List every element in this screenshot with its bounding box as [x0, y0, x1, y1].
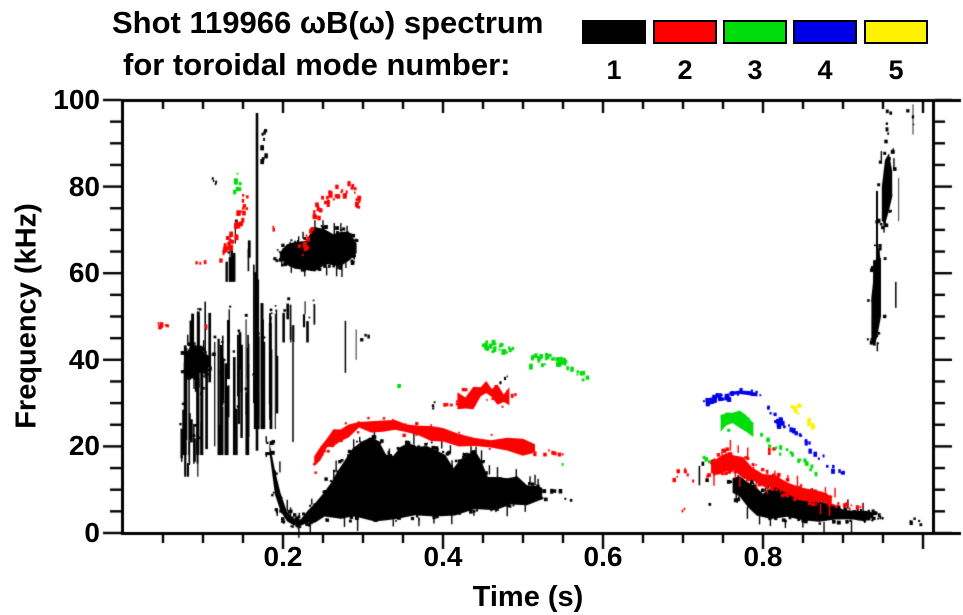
- chart-title-line1: Shot 119966 ωB(ω) spectrum: [112, 5, 544, 40]
- x-axis-title: Time (s): [472, 581, 584, 613]
- y-tick-label: 100: [53, 84, 100, 115]
- y-tick-label: 0: [84, 517, 100, 548]
- y-tick-label: 60: [68, 257, 100, 289]
- legend-label-mode-5: 5: [888, 55, 904, 85]
- legend-swatch-mode-3: [723, 20, 787, 44]
- y-tick-label: 20: [68, 430, 100, 462]
- legend-label-mode-4: 4: [817, 55, 833, 85]
- x-tick-label: 0.6: [583, 541, 623, 572]
- legend-label-mode-1: 1: [606, 55, 622, 85]
- legend-swatch-mode-1: [582, 20, 646, 44]
- x-tick-label: 0.2: [263, 541, 303, 572]
- legend-swatch-mode-4: [793, 20, 857, 44]
- legend-label-mode-2: 2: [677, 55, 693, 85]
- chart-title-line2: for toroidal mode number:: [123, 47, 511, 82]
- y-axis-title: Frequency (kHz): [10, 203, 43, 429]
- legend-label-mode-3: 3: [747, 55, 763, 85]
- x-tick-label: 0.4: [423, 541, 463, 572]
- y-tick-label: 80: [68, 170, 100, 202]
- legend-swatch-mode-2: [653, 20, 717, 44]
- legend-swatch-mode-5: [864, 20, 928, 44]
- y-tick-label: 40: [68, 343, 100, 375]
- x-tick-label: 0.8: [743, 541, 783, 572]
